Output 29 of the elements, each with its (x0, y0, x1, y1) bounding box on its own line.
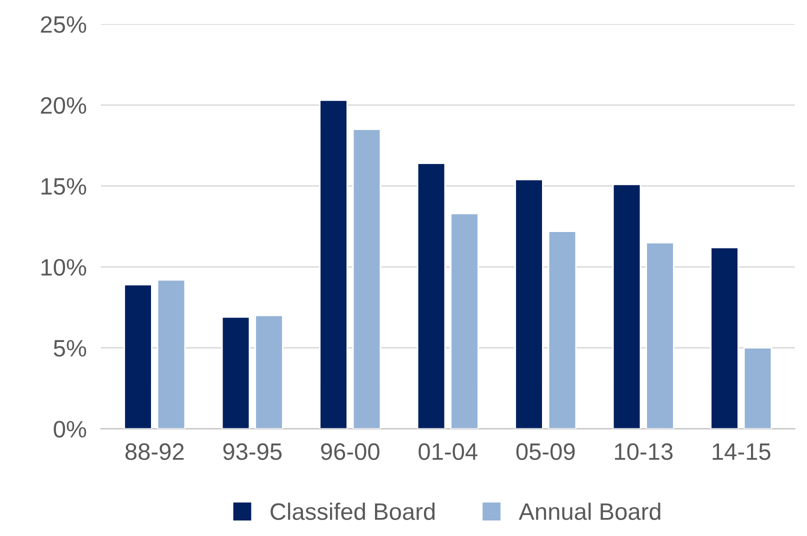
x-tick-label: 88-92 (125, 443, 184, 460)
legend-label: Annual Board (518, 502, 660, 520)
x-tick-label: 05-09 (516, 443, 575, 460)
bar (352, 128, 382, 429)
y-tick-label: 5% (54, 340, 86, 357)
x-tick-label: 14-15 (712, 444, 770, 460)
y-tick-label: 0% (54, 420, 86, 438)
legend-label: Classifed Board (270, 502, 435, 520)
y-tick-label: 10% (42, 258, 86, 276)
bar (450, 212, 479, 429)
bar (221, 316, 250, 429)
y-tick-label: 25% (40, 16, 86, 33)
bar (124, 284, 152, 429)
bar (612, 184, 642, 429)
x-tick-label: 10-13 (614, 443, 673, 460)
bar (416, 162, 446, 429)
x-tick-label: 01-04 (418, 443, 478, 460)
x-tick-label: 93-95 (223, 443, 282, 460)
x-tick-label: 96-00 (321, 443, 380, 460)
bar (514, 178, 544, 429)
bar (319, 100, 348, 429)
bar (548, 230, 577, 429)
bar (710, 246, 739, 429)
bar (156, 279, 186, 429)
y-tick-label: 20% (40, 97, 86, 114)
bar (646, 242, 674, 429)
bar (254, 314, 284, 429)
y-tick-label: 15% (42, 178, 86, 195)
bar (743, 347, 772, 429)
